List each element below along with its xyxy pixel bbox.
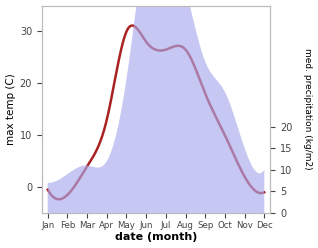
Y-axis label: med. precipitation (kg/m2): med. precipitation (kg/m2) <box>303 48 313 170</box>
X-axis label: date (month): date (month) <box>115 232 197 243</box>
Y-axis label: max temp (C): max temp (C) <box>5 73 16 145</box>
